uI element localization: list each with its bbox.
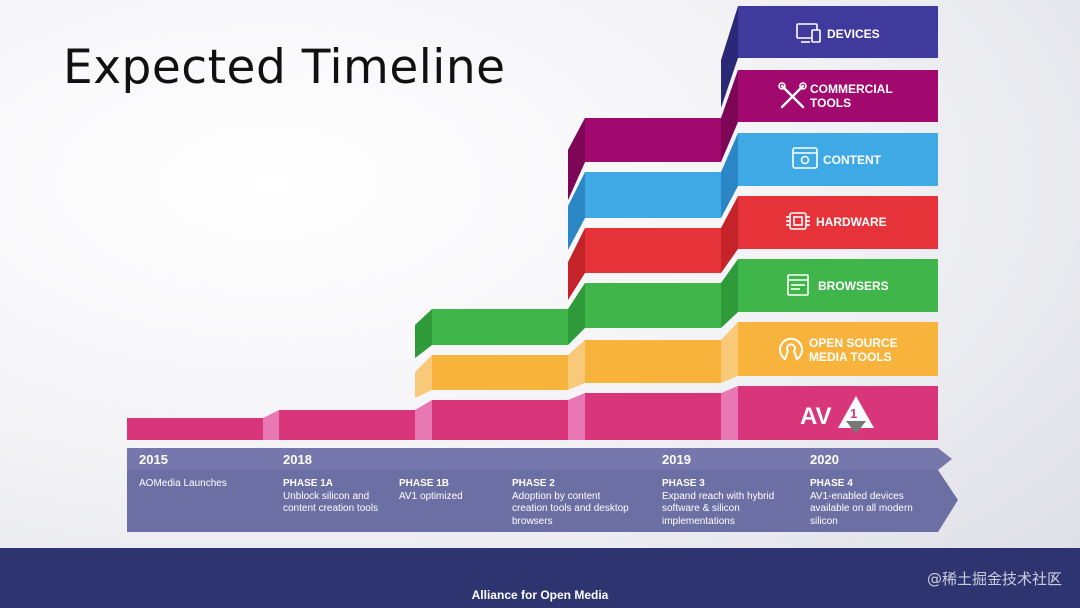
phase-4: PHASE 4 AV1-enabled devices available on… xyxy=(810,478,930,528)
browser-icon xyxy=(787,274,809,296)
devices-label: DEVICES xyxy=(827,27,880,41)
page-number: 7 xyxy=(1049,570,1056,584)
av1-logo: AV 1 xyxy=(800,396,874,434)
browsers-row xyxy=(415,259,938,358)
footer-label: Alliance for Open Media xyxy=(471,588,609,602)
timeline-diagram: AV 1 DEVICES COMMERCIAL TOOLS CONTENT HA… xyxy=(127,6,958,532)
year-2018: 2018 xyxy=(283,452,312,467)
open-source-label-line2: MEDIA TOOLS xyxy=(809,350,892,364)
tools-icon xyxy=(778,82,807,109)
commercial-label-line1: COMMERCIAL xyxy=(810,82,893,96)
av1-row xyxy=(127,386,938,440)
footer-bar: Alliance for Open Media @稀土掘金技术社区 7 xyxy=(0,548,1080,608)
phase-0-text: AOMedia Launches xyxy=(139,478,227,489)
watermark: @稀土掘金技术社区 xyxy=(926,570,1062,588)
phase-2: PHASE 2 Adoption by content creation too… xyxy=(512,478,632,528)
devices-row xyxy=(721,6,938,108)
phase-2-heading: PHASE 2 xyxy=(512,478,555,489)
phase-1b-heading: PHASE 1B xyxy=(399,478,450,489)
phase-1a-text: Unblock silicon and content creation too… xyxy=(283,490,379,515)
commercial-label-line2: TOOLS xyxy=(810,96,851,110)
year-2015: 2015 xyxy=(139,452,168,467)
svg-text:1: 1 xyxy=(850,406,857,421)
devices-icon xyxy=(796,23,821,43)
open-source-icon xyxy=(779,337,803,361)
open-source-label-line1: OPEN SOURCE xyxy=(809,336,898,350)
phase-1a: PHASE 1A Unblock silicon and content cre… xyxy=(283,478,383,516)
browsers-label: BROWSERS xyxy=(818,279,889,293)
content-row xyxy=(568,133,938,250)
phase-0: AOMedia Launches xyxy=(139,478,249,491)
phase-2-text: Adoption by content creation tools and d… xyxy=(512,490,629,527)
phase-1b: PHASE 1B AV1 optimized xyxy=(399,478,499,503)
open-source-row xyxy=(415,322,938,398)
phase-1b-text: AV1 optimized xyxy=(399,490,463,502)
content-label: CONTENT xyxy=(823,153,882,167)
phase-3-text: Expand reach with hybrid software & sili… xyxy=(662,490,775,527)
phase-1a-heading: PHASE 1A xyxy=(283,478,334,489)
phase-3: PHASE 3 Expand reach with hybrid softwar… xyxy=(662,478,792,528)
commercial-tools-row xyxy=(568,70,938,200)
year-2019: 2019 xyxy=(662,452,691,467)
phase-3-heading: PHASE 3 xyxy=(662,478,705,489)
phase-4-text: AV1-enabled devices available on all mod… xyxy=(810,490,913,527)
hardware-row xyxy=(568,196,938,300)
year-2020: 2020 xyxy=(810,452,839,467)
content-icon xyxy=(792,147,818,169)
phase-4-heading: PHASE 4 xyxy=(810,478,853,489)
hardware-label: HARDWARE xyxy=(816,215,887,229)
timeline-arrow xyxy=(127,448,958,532)
svg-text:AV: AV xyxy=(800,403,832,430)
slide-title: Expected Timeline xyxy=(63,40,506,95)
chip-icon xyxy=(786,212,810,230)
